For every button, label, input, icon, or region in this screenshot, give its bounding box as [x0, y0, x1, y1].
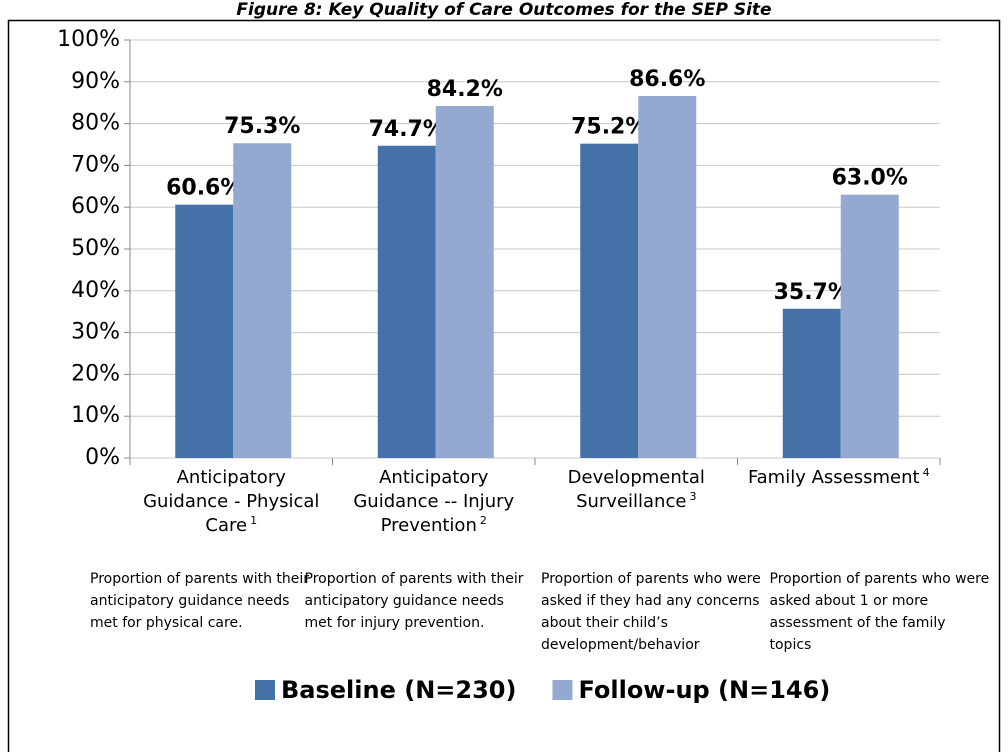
- bar: [233, 143, 292, 458]
- x-tick-label: Family Assessment 4: [739, 466, 939, 490]
- y-tick-label: 80%: [71, 111, 120, 136]
- y-tick-label: 40%: [71, 278, 120, 303]
- y-tick-label: 0%: [85, 445, 120, 470]
- footnote-marker: 4: [922, 466, 930, 479]
- category-name: Developmental Surveillance: [567, 467, 705, 512]
- footnote-marker: 1: [250, 514, 258, 527]
- legend-label: Follow-up (N=146): [578, 676, 830, 704]
- data-label: 63.0%: [832, 166, 908, 191]
- y-tick-label: 20%: [71, 361, 120, 386]
- x-tick-label: Anticipatory Guidance -- Injury Preventi…: [334, 466, 534, 538]
- chart-title: Figure 8: Key Quality of Care Outcomes f…: [236, 0, 771, 20]
- category-name: Anticipatory Guidance - Physical Care: [143, 467, 320, 536]
- data-label: 75.3%: [224, 114, 300, 139]
- data-label: 84.2%: [427, 77, 503, 102]
- bar: [840, 194, 899, 458]
- chart-border: [7, 19, 1001, 752]
- bar: [377, 145, 436, 458]
- bar: [435, 106, 494, 458]
- y-tick-label: 60%: [71, 194, 120, 219]
- y-tick-label: 90%: [71, 69, 120, 94]
- x-tick-label: Anticipatory Guidance - Physical Care 1: [131, 466, 331, 538]
- y-tick-label: 30%: [71, 320, 120, 345]
- bar: [782, 308, 841, 458]
- data-label: 86.6%: [629, 67, 705, 92]
- y-tick-label: 100%: [57, 27, 120, 52]
- footnote-marker: 3: [689, 490, 697, 503]
- category-description: Proportion of parents who were asked abo…: [769, 571, 990, 653]
- data-label: 35.7%: [774, 280, 850, 305]
- category-description: Proportion of parents with their anticip…: [304, 571, 524, 631]
- category-name: Anticipatory Guidance -- Injury Preventi…: [353, 467, 515, 536]
- bar: [638, 96, 697, 459]
- category-name: Family Assessment: [747, 467, 920, 488]
- footnote-marker: 2: [479, 514, 487, 527]
- legend-swatch: [552, 680, 573, 700]
- y-tick-label: 70%: [71, 152, 120, 177]
- legend-swatch: [255, 680, 275, 700]
- category-description: Proportion of parents who were asked if …: [541, 571, 761, 653]
- legend-label: Baseline (N=230): [281, 676, 516, 704]
- y-tick-label: 10%: [71, 403, 120, 428]
- y-tick-label: 50%: [71, 236, 120, 261]
- data-label: 60.6%: [166, 176, 242, 201]
- category-description: Proportion of parents with their anticip…: [90, 571, 310, 631]
- x-tick-label: Developmental Surveillance 3: [536, 466, 736, 514]
- bar: [580, 143, 639, 458]
- bar: [175, 204, 234, 458]
- data-label: 75.2%: [571, 115, 647, 140]
- data-label: 74.7%: [369, 117, 445, 142]
